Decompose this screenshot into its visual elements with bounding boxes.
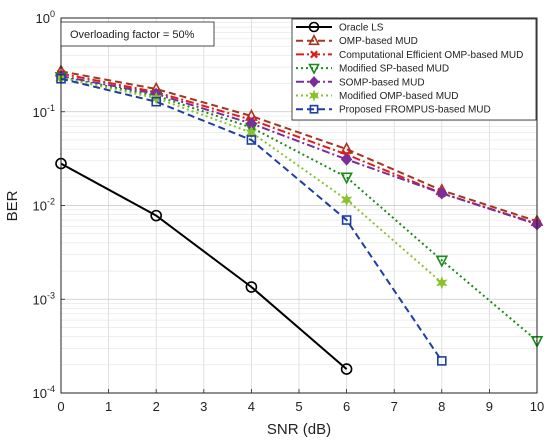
legend-label: Computational Efficient OMP-based MUD [339,50,523,61]
legend-entry: Modified SP-based MUD [296,64,449,75]
series-6 [56,73,447,366]
x-tick-label: 6 [343,399,350,414]
y-tick-label: 100 [36,9,55,26]
data-point [308,63,320,75]
x-tick-label: 3 [200,399,207,414]
legend-entry: Oracle LS [296,21,384,34]
series-line [60,70,538,223]
legend-label: Modified SP-based MUD [339,64,449,75]
data-point [245,125,258,140]
x-tick-label: 0 [57,399,64,414]
y-tick-label: 10-2 [33,197,55,214]
axis-ticks: 0 1 2 3 4 5 6 7 8 9 10 100 10-1 10-2 10-3 10-4 [33,9,545,414]
data-point [310,50,318,59]
legend-entry: OMP-based MUD [296,34,418,47]
x-tick-label: 4 [248,399,255,414]
data-point [340,363,353,375]
data-point [341,215,352,225]
legend-box [291,18,537,121]
data-point [308,34,320,46]
annotation-box: Overloading factor = 50% [60,21,215,47]
x-tick-label: 7 [391,399,398,414]
series-line [60,162,348,370]
data-point [436,187,448,200]
data-point [309,104,319,114]
legend-entry: Modified OMP-based MUD [296,89,458,102]
data-point [308,21,320,33]
x-tick-label: 1 [105,399,112,414]
legend-entry: SOMP-based MUD [296,76,425,88]
data-point [151,96,161,107]
series-line [60,77,443,362]
data-point [435,276,448,290]
x-axis-label: SNR (dB) [267,421,331,438]
x-tick-label: 9 [486,399,493,414]
legend-label: Oracle LS [339,23,384,34]
data-point [340,193,353,207]
x-tick-label: 5 [295,399,302,414]
x-tick-label: 8 [438,399,445,414]
legend-label: Modified OMP-based MUD [339,91,458,102]
data-point [340,153,353,166]
data-point [150,209,162,222]
data-point [308,76,320,88]
y-tick-label: 10-1 [33,103,55,120]
data-point [340,172,353,185]
legend-label: OMP-based MUD [339,36,418,47]
data-point [246,135,257,145]
data-point [436,356,447,366]
legend-label: Proposed FROMPUS-based MUD [339,105,491,116]
x-tick-label: 2 [153,399,160,414]
legend: Oracle LS OMP-based MUD Computational Effi… [291,18,537,121]
y-axis-label: BER [4,190,21,221]
series-line [60,75,538,226]
y-tick-label: 10-4 [33,384,55,401]
y-tick-label: 10-3 [33,290,55,307]
data-point [435,255,449,268]
annotation-text: Overloading factor = 50% [70,29,195,41]
data-point [308,89,320,102]
legend-entry: Proposed FROMPUS-based MUD [296,105,491,116]
series-layer [54,64,544,375]
data-point [245,281,258,293]
legend-entry: Computational Efficient OMP-based MUD [296,50,523,61]
series-line [60,76,538,342]
legend-label: SOMP-based MUD [339,77,425,88]
x-tick-label: 10 [530,399,544,414]
